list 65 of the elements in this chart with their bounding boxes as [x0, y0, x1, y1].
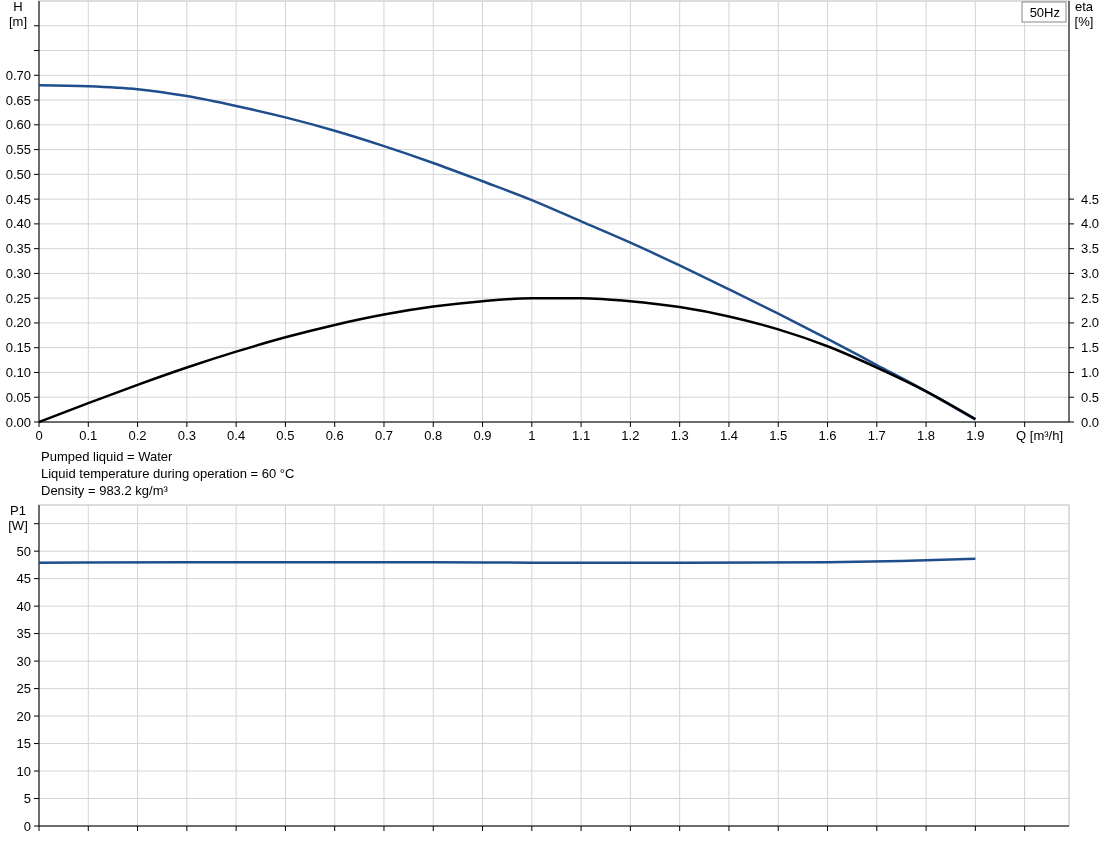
- y-tick-label: 15: [16, 736, 31, 752]
- y-tick-label: 10: [16, 763, 31, 779]
- y-tick-label: 0.65: [5, 92, 31, 108]
- y-tick-label: 5: [23, 791, 31, 807]
- y-tick-label: 0.15: [5, 340, 31, 356]
- y-axis-title: H [m]: [8, 0, 28, 29]
- y-tick-label: 0.55: [5, 142, 31, 158]
- y-tick-label: 25: [16, 681, 31, 697]
- x-tick-label: 0.4: [227, 428, 246, 443]
- y2-axis-title: eta [%]: [1074, 0, 1094, 29]
- x-tick-label: 0.2: [128, 428, 147, 443]
- y-tick-label: 0.70: [5, 67, 31, 83]
- y-tick-label: 0.25: [5, 290, 31, 306]
- y-tick-label: 0.50: [5, 166, 31, 182]
- x-axis-title: Q [m³/h]: [1016, 428, 1063, 443]
- y2-tick-label: 2.0: [1080, 315, 1099, 331]
- y2-tick-label: 4.0: [1080, 216, 1099, 232]
- y-tick-label: 20: [16, 708, 31, 724]
- line-series: [37, 83, 977, 421]
- y2-tick-label: 2.5: [1080, 290, 1099, 306]
- x-tick-label: 1.9: [966, 428, 985, 443]
- y-axis-title: P1 [W]: [8, 503, 28, 533]
- x-tick-label: 0.9: [473, 428, 492, 443]
- y-tick-label: 0.40: [5, 216, 31, 232]
- y-tick-label: 0.35: [5, 241, 31, 257]
- x-tick-label: 1.5: [769, 428, 788, 443]
- y2-tick-label: 3.5: [1080, 241, 1099, 257]
- x-tick-label: 1.1: [572, 428, 591, 443]
- x-tick-label: 0.7: [374, 428, 394, 443]
- text: Liquid temperature during operation = 60 °C: [41, 466, 295, 481]
- x-tick-label: 0.8: [424, 428, 443, 443]
- x-tick-label: 0: [35, 428, 43, 443]
- y-tick-label: 0: [23, 818, 31, 834]
- y-tick-label: 30: [16, 653, 31, 669]
- text: Pumped liquid = Water: [41, 449, 174, 464]
- y-tick-label: 0.00: [5, 414, 31, 430]
- y-tick-label: 0.05: [5, 389, 31, 405]
- y2-tick-label: 4.5: [1080, 191, 1099, 207]
- x-tick-label: 1.8: [917, 428, 936, 443]
- x-tick-label: 0.3: [177, 428, 196, 443]
- y-tick-label: 0.20: [5, 315, 31, 331]
- y-tick-label: 45: [16, 571, 31, 587]
- y2-tick-label: 1.5: [1080, 340, 1099, 356]
- y-tick-label: 0.60: [5, 117, 31, 133]
- text: Density = 983.2 kg/m³: [41, 483, 169, 498]
- y2-tick-label: 0.0: [1080, 414, 1099, 430]
- x-tick-label: 1.2: [621, 428, 640, 443]
- x-tick-label: 0.6: [325, 428, 344, 443]
- x-tick-label: 1.4: [719, 428, 738, 443]
- y2-tick-label: 1.0: [1080, 364, 1099, 380]
- x-tick-label: 1.3: [670, 428, 689, 443]
- x-tick-label: 1: [528, 428, 536, 443]
- y-tick-label: 0.30: [5, 265, 31, 281]
- y-tick-label: 35: [16, 626, 31, 642]
- x-tick-label: 1.6: [818, 428, 837, 443]
- y-tick-label: 40: [16, 598, 31, 614]
- y2-tick-label: 0.5: [1080, 389, 1099, 405]
- x-tick-label: 1.7: [867, 428, 886, 443]
- x-tick-label: 0.1: [79, 428, 98, 443]
- y-tick-label: 0.45: [5, 191, 31, 207]
- y-tick-label: 50: [16, 543, 31, 559]
- y-tick-label: 0.10: [5, 364, 31, 380]
- y2-tick-label: 3.0: [1080, 265, 1099, 281]
- annotation: 50Hz: [1029, 5, 1060, 20]
- x-tick-label: 0.5: [276, 428, 295, 443]
